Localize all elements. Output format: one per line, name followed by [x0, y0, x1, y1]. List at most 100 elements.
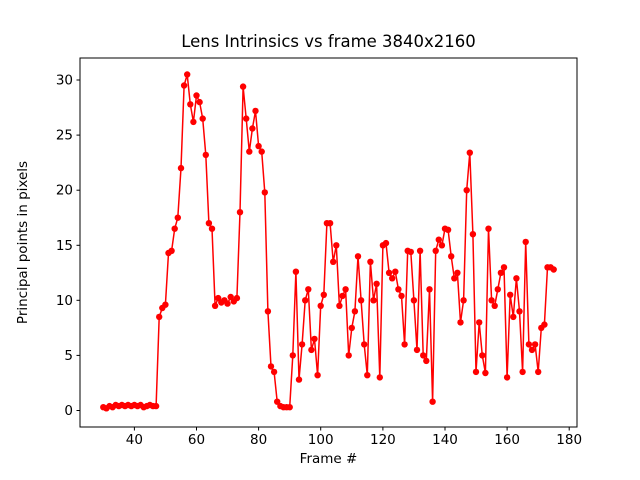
- data-point: [177, 164, 185, 172]
- data-point: [432, 247, 439, 254]
- data-point: [348, 324, 355, 332]
- data-point: [370, 297, 377, 304]
- axes-frame: [79, 57, 578, 428]
- data-point: [513, 275, 520, 282]
- data-point: [423, 357, 430, 365]
- data-point: [410, 297, 418, 304]
- y-axis-label: Principal points in pixels: [15, 161, 31, 324]
- data-point: [398, 292, 405, 300]
- data-point: [494, 286, 501, 293]
- data-point: [333, 242, 340, 249]
- x-tick-label: 180: [556, 432, 582, 448]
- data-point: [187, 101, 194, 108]
- data-point: [491, 302, 498, 309]
- data-point: [479, 352, 486, 359]
- y-tick-label: 0: [64, 403, 73, 419]
- x-tick-label: 140: [432, 432, 458, 448]
- data-point: [156, 313, 163, 321]
- data-point: [395, 286, 402, 293]
- data-point: [528, 346, 536, 354]
- data-point: [211, 302, 219, 309]
- data-point: [373, 280, 380, 287]
- data-point: [190, 118, 197, 126]
- data-point: [274, 398, 281, 405]
- data-point: [326, 220, 334, 227]
- data-point: [361, 341, 368, 348]
- data-point: [367, 258, 374, 265]
- data-point: [376, 374, 383, 381]
- data-point: [457, 319, 464, 326]
- data-point: [426, 286, 433, 293]
- data-point: [420, 352, 427, 359]
- data-point: [239, 83, 247, 90]
- data-point: [311, 335, 318, 343]
- data-point: [292, 268, 300, 275]
- data-point: [488, 297, 495, 304]
- data-point: [448, 253, 455, 260]
- data-point: [401, 341, 408, 348]
- data-point: [267, 363, 275, 370]
- data-point: [466, 149, 473, 156]
- data-point: [246, 148, 253, 155]
- y-tick-label: 30: [56, 73, 73, 89]
- y-tick-label: 25: [56, 128, 73, 144]
- chart-title: Lens Intrinsics vs frame 3840x2160: [181, 32, 476, 51]
- data-point: [416, 247, 424, 254]
- y-tick-label: 10: [56, 293, 73, 309]
- data-point: [330, 258, 337, 265]
- data-point: [243, 115, 250, 122]
- data-point: [382, 239, 390, 247]
- data-point: [168, 247, 175, 254]
- data-point: [476, 319, 483, 326]
- data-point: [336, 302, 343, 309]
- data-point: [174, 214, 181, 221]
- data-point: [308, 346, 315, 354]
- data-point: [286, 404, 293, 411]
- data-point: [522, 238, 529, 246]
- data-point: [392, 268, 399, 275]
- data-point: [438, 242, 446, 249]
- data-point: [193, 92, 200, 99]
- data-point: [320, 291, 327, 298]
- data-point: [233, 294, 241, 302]
- data-point: [500, 264, 508, 271]
- data-point: [435, 236, 442, 243]
- x-axis-label: Frame #: [300, 451, 358, 467]
- data-point: [407, 248, 414, 256]
- data-point: [208, 225, 216, 232]
- data-point: [503, 374, 511, 381]
- data-point: [224, 300, 231, 307]
- data-point: [550, 266, 557, 273]
- data-point: [497, 269, 505, 276]
- data-point: [342, 286, 349, 293]
- data-point: [264, 308, 272, 315]
- data-point: [507, 291, 514, 298]
- data-point: [451, 275, 458, 282]
- x-tick-label: 160: [494, 432, 520, 448]
- data-point: [255, 142, 262, 150]
- data-point: [302, 297, 309, 304]
- data-point: [261, 189, 268, 196]
- plot-area: 40 60 80 100 120 140 160 180 0 5 10 15 20 25 30: [56, 57, 582, 448]
- data-point: [463, 187, 470, 194]
- data-point: [531, 341, 539, 348]
- data-point: [525, 341, 533, 348]
- data-point: [305, 286, 312, 293]
- data-point: [171, 225, 178, 232]
- data-point: [510, 313, 517, 321]
- data-point: [364, 372, 371, 379]
- data-point: [357, 297, 365, 304]
- data-point: [541, 321, 548, 328]
- data-point: [180, 82, 188, 89]
- y-tick-label: 15: [56, 238, 73, 254]
- data-point: [469, 231, 477, 238]
- y-tick-label: 20: [56, 183, 73, 199]
- data-point: [202, 151, 209, 159]
- data-point: [472, 368, 480, 376]
- data-point: [535, 368, 542, 376]
- data-line: [103, 73, 555, 410]
- data-point: [460, 297, 467, 304]
- data-point: [152, 402, 160, 410]
- data-point: [413, 346, 421, 354]
